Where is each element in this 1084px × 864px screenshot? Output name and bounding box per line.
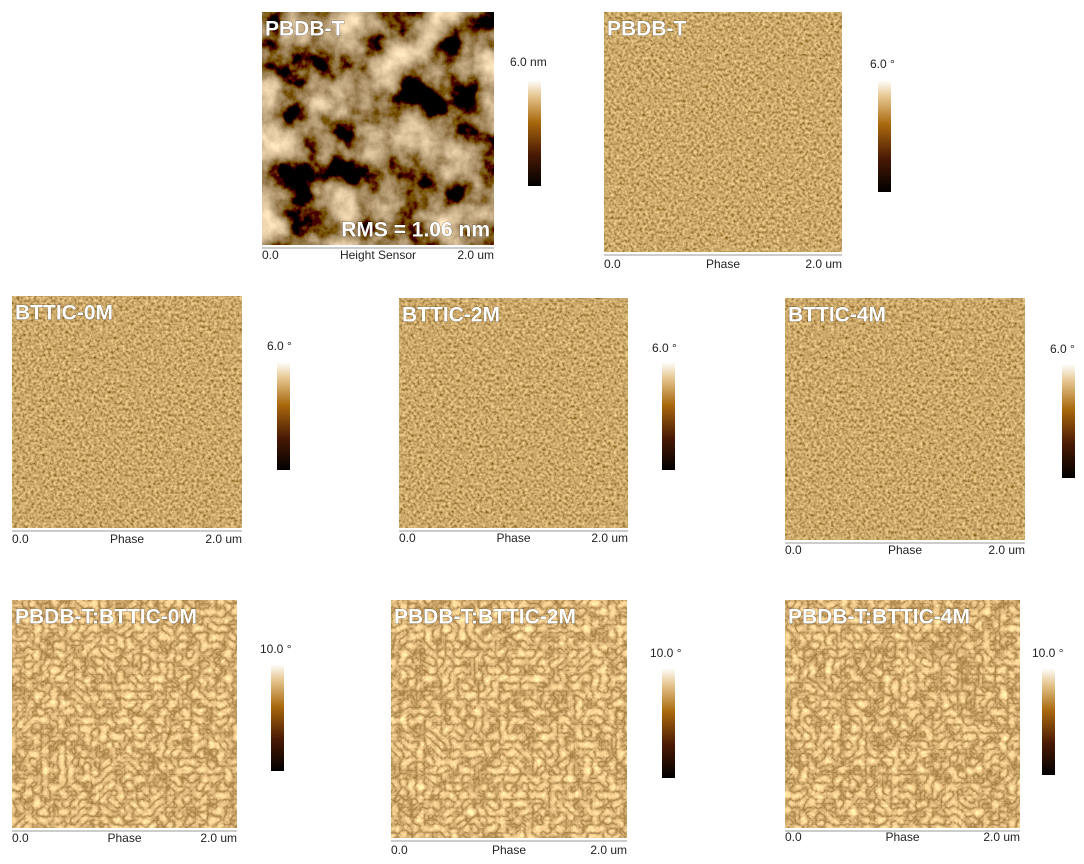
axis-end: 2.0 um: [591, 531, 628, 545]
scale-label: 10.0 °: [260, 642, 292, 656]
axis-end: 2.0 um: [205, 532, 242, 546]
axis-start: 0.0: [399, 531, 416, 545]
afm-image: [262, 12, 494, 245]
scale-label: 6.0 °: [267, 339, 292, 353]
scale-label: 10.0 °: [650, 646, 682, 660]
axis-start: 0.0: [12, 831, 29, 845]
afm-panel: PBDB-T:BTTIC-2M 0.0 Phase 2.0 um 10.0 °: [391, 600, 682, 857]
figure: PBDB-T RMS = 1.06 nm 0.0 Height Sensor 2.0 u…: [0, 0, 1084, 859]
sample-label: PBDB-T: [265, 18, 344, 41]
axis-start: 0.0: [785, 830, 802, 844]
axis-channel: Phase: [107, 831, 141, 845]
color-bar: [1062, 364, 1075, 478]
sample-label: PBDB-T:BTTIC-2M: [394, 606, 576, 629]
afm-image: [12, 296, 242, 528]
color-bar: [271, 664, 284, 771]
sample-label: BTTIC-0M: [15, 302, 113, 325]
afm-image: [399, 298, 628, 528]
axis-end: 2.0 um: [983, 830, 1020, 844]
axis-end: 2.0 um: [590, 843, 627, 857]
sample-label: PBDB-T: [607, 18, 686, 41]
afm-image: [785, 298, 1025, 540]
axis-channel: Phase: [888, 543, 922, 557]
afm-image: [604, 12, 842, 252]
color-bar: [662, 668, 675, 778]
axis-end: 2.0 um: [805, 257, 842, 271]
afm-panel: BTTIC-0M 0.0 Phase 2.0 um 6.0 °: [12, 296, 292, 546]
axis-channel: Phase: [110, 532, 144, 546]
afm-panel: PBDB-T RMS = 1.06 nm 0.0 Height Sensor 2.0 u…: [262, 12, 547, 262]
sample-label: PBDB-T:BTTIC-4M: [788, 606, 970, 629]
axis-start: 0.0: [262, 248, 279, 262]
afm-image: [785, 600, 1020, 828]
scale-label: 6.0 °: [870, 57, 895, 71]
axis-start: 0.0: [604, 257, 621, 271]
afm-image: [12, 600, 237, 828]
axis-start: 0.0: [391, 843, 408, 857]
axis-channel: Phase: [496, 531, 530, 545]
axis-start: 0.0: [12, 532, 29, 546]
axis-end: 2.0 um: [457, 248, 494, 262]
sample-label: BTTIC-4M: [788, 304, 886, 327]
axis-channel: Height Sensor: [340, 248, 416, 262]
rms-annotation: RMS = 1.06 nm: [341, 219, 490, 242]
scale-label: 10.0 °: [1032, 646, 1064, 660]
axis-start: 0.0: [785, 543, 802, 557]
color-bar: [1042, 668, 1055, 775]
sample-label: PBDB-T:BTTIC-0M: [15, 606, 197, 629]
sample-label: BTTIC-2M: [402, 304, 500, 327]
axis-channel: Phase: [885, 830, 919, 844]
color-bar: [878, 80, 891, 192]
afm-panel: BTTIC-2M 0.0 Phase 2.0 um 6.0 °: [399, 298, 677, 545]
axis-channel: Phase: [492, 843, 526, 857]
scale-label: 6.0 °: [652, 341, 677, 355]
axis-channel: Phase: [706, 257, 740, 271]
axis-end: 2.0 um: [988, 543, 1025, 557]
afm-panel: PBDB-T 0.0 Phase 2.0 um 6.0 °: [604, 12, 895, 271]
color-bar: [277, 362, 290, 470]
afm-panel: PBDB-T:BTTIC-4M 0.0 Phase 2.0 um 10.0 °: [785, 600, 1064, 844]
afm-panel: BTTIC-4M 0.0 Phase 2.0 um 6.0 °: [785, 298, 1075, 557]
scale-label: 6.0 nm: [510, 55, 547, 69]
scale-label: 6.0 °: [1050, 342, 1075, 356]
color-bar: [528, 80, 541, 186]
afm-image: [391, 600, 627, 838]
color-bar: [662, 362, 675, 470]
afm-panel: PBDB-T:BTTIC-0M 0.0 Phase 2.0 um 10.0 °: [12, 600, 292, 845]
axis-end: 2.0 um: [200, 831, 237, 845]
